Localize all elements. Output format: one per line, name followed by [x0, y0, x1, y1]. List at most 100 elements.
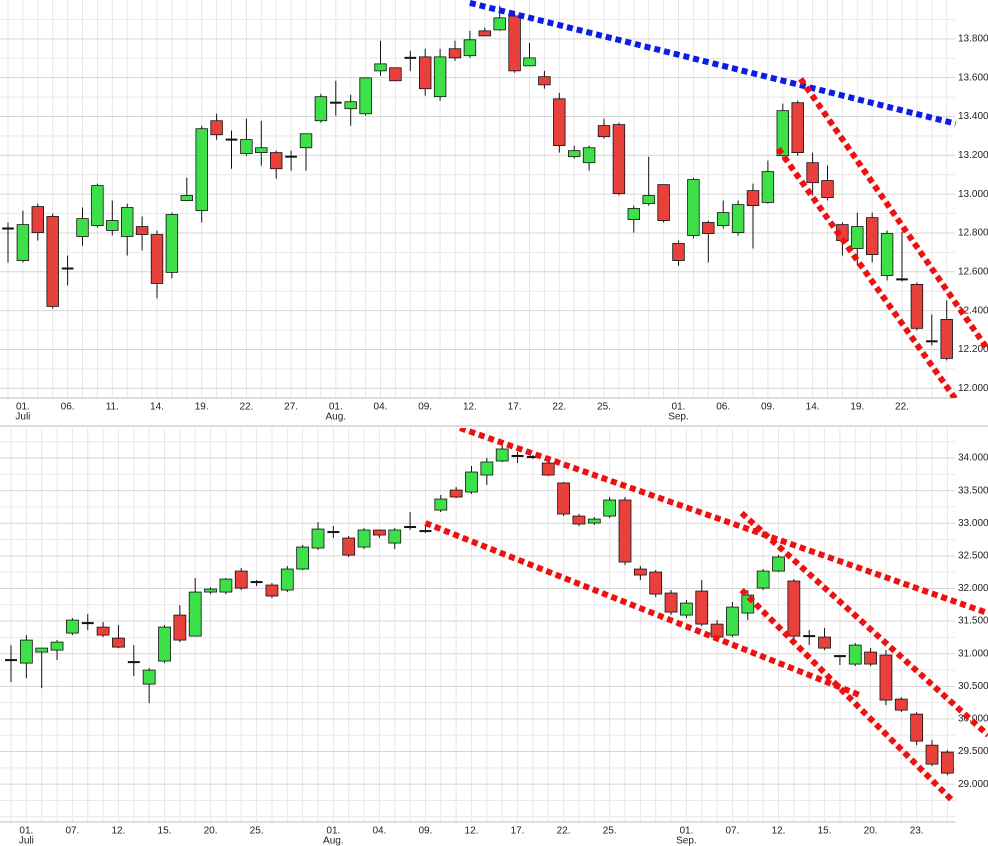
candle-body: [433, 56, 447, 98]
candle-body: [806, 162, 819, 184]
y-tick-label: 30.000: [958, 714, 988, 725]
x-tick-label: 19.: [195, 402, 209, 413]
candle-body: [612, 124, 626, 194]
candle-body: [35, 647, 49, 653]
x-tick-label: 01.: [672, 402, 686, 413]
candle-body: [627, 208, 641, 220]
candle-body: [523, 57, 536, 67]
candle-body: [716, 212, 730, 226]
candle-body: [96, 626, 110, 636]
candle-body: [219, 578, 233, 593]
candle-body: [180, 195, 194, 201]
candle-body: [756, 570, 770, 589]
trendlines: [424, 428, 988, 803]
x-group-label: Juli: [15, 412, 30, 423]
y-tick-label: 29.000: [958, 779, 988, 790]
x-tick-label: 27.: [284, 402, 298, 413]
x-tick-label: 01.: [326, 826, 340, 837]
candle-body: [597, 125, 611, 138]
x-group-label: Aug.: [323, 836, 344, 846]
candle-body: [46, 216, 59, 307]
candle-body: [165, 214, 179, 273]
candle-body: [680, 602, 693, 616]
x-tick-label: 25.: [597, 402, 611, 413]
x-tick-label: 06.: [61, 402, 75, 413]
candle-body: [710, 623, 724, 638]
candle-body: [687, 179, 700, 236]
x-tick-label: 11.: [106, 402, 119, 413]
candle-body: [311, 528, 325, 549]
candle-body: [772, 556, 785, 572]
x-tick-label: 19.: [850, 402, 864, 413]
x-tick-label: 04.: [372, 826, 386, 837]
x-tick-label: 20.: [864, 826, 878, 837]
y-tick-label: 13.200: [958, 150, 988, 161]
candle-body: [940, 318, 953, 359]
y-tick-label: 12.000: [958, 383, 988, 394]
candle-body: [642, 195, 655, 205]
x-tick-label: 12.: [463, 402, 477, 413]
x-tick-label: 06.: [716, 402, 730, 413]
x-tick-label: 12.: [465, 826, 479, 837]
x-tick-label: 15.: [818, 826, 832, 837]
x-tick-label: 20.: [204, 826, 218, 837]
candle-body: [910, 713, 924, 742]
candle-body: [761, 171, 775, 203]
candle-body: [567, 150, 581, 158]
x-tick-label: 22.: [552, 402, 566, 413]
trendlines: [469, 0, 988, 398]
y-tick-label: 33.000: [958, 518, 988, 529]
candle-body: [848, 644, 862, 665]
y-tick-label: 13.400: [958, 111, 988, 122]
candle-body: [66, 619, 79, 634]
x-tick-label: 14.: [806, 402, 820, 413]
candle-body: [418, 56, 432, 90]
candle-body: [195, 128, 208, 212]
candle-body: [344, 101, 357, 110]
y-tick-label: 31.500: [958, 616, 988, 627]
candle-body: [234, 570, 248, 589]
candle-body: [31, 206, 45, 233]
candle-body: [741, 594, 755, 614]
candle-body: [158, 626, 171, 662]
candle-body: [657, 184, 670, 221]
candle-body: [618, 499, 632, 563]
candle-body: [296, 546, 310, 570]
candle-body: [940, 751, 954, 774]
candle-body: [879, 654, 893, 701]
candle-body: [255, 147, 268, 153]
candle-body: [864, 651, 877, 665]
candle-body: [434, 498, 448, 511]
y-tick-label: 32.000: [958, 583, 988, 594]
candle-body: [910, 284, 924, 329]
y-tick-label: 34.000: [958, 453, 988, 464]
candle-body: [746, 190, 760, 207]
candle-body: [448, 48, 462, 59]
x-tick-label: 01.: [329, 402, 343, 413]
candle-body: [582, 147, 596, 164]
candle-body: [587, 518, 601, 524]
y-tick-label: 31.000: [958, 648, 988, 659]
candle-body: [389, 67, 402, 82]
candle-body: [541, 462, 555, 476]
x-tick-label: 22.: [239, 402, 253, 413]
trendline: [424, 520, 861, 698]
x-tick-label: 15.: [158, 826, 172, 837]
candle-body: [821, 180, 834, 199]
candle-body: [572, 515, 586, 525]
candle-body: [357, 529, 371, 548]
candle-body: [269, 152, 283, 170]
candle-body: [791, 102, 804, 153]
panel: 12.000 12.200 12.400 12.600 12.800 13.000 13.2…: [0, 0, 988, 423]
candle-body: [19, 639, 33, 664]
candle-body: [495, 448, 509, 462]
x-group-label: Sep.: [668, 412, 689, 423]
candle-body: [818, 636, 831, 649]
y-tick-label: 32.500: [958, 550, 988, 561]
y-tick-label: 12.400: [958, 305, 988, 316]
candle-body: [265, 584, 279, 597]
candle-body: [120, 207, 134, 237]
candle-body: [465, 471, 478, 493]
